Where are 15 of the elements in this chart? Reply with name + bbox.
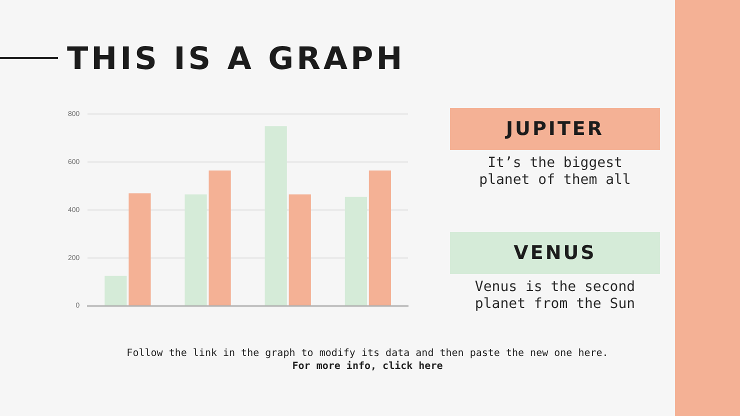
text: Venus is the second planet from the Sun <box>474 279 636 313</box>
bar <box>208 170 231 306</box>
legend-card: JUPITER <box>450 108 660 150</box>
chart-title: THIS IS A GRAPH <box>67 40 406 78</box>
bar <box>264 126 287 306</box>
bar <box>344 196 367 306</box>
bar <box>104 276 127 306</box>
bar <box>368 170 392 306</box>
bar <box>128 193 151 306</box>
legend-card: VENUS <box>450 232 660 274</box>
text: It’s the biggest planet of them all <box>478 155 632 189</box>
bar <box>288 194 311 306</box>
text: Follow the link in the graph to modify its data and then paste the new one here. <box>126 347 610 360</box>
text: For more info, click here <box>291 360 444 373</box>
bar <box>184 194 207 306</box>
